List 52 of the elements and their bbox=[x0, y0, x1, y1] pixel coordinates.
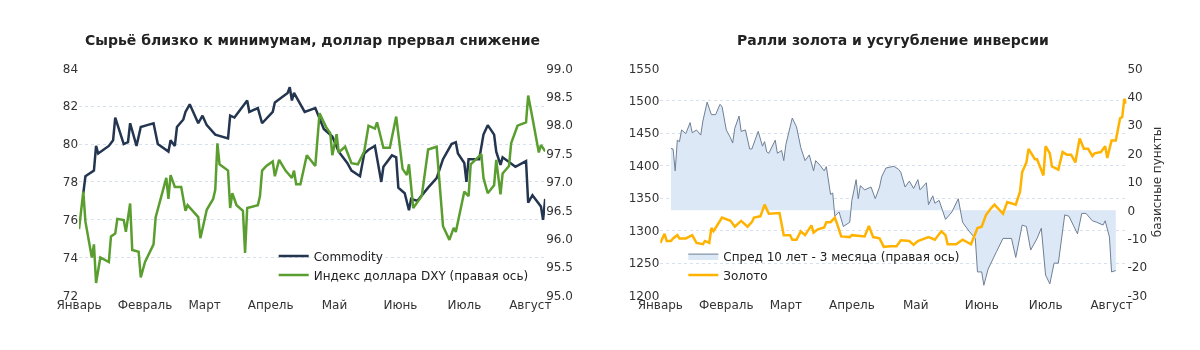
y-tick-label: 1500 bbox=[628, 94, 660, 108]
chart-title: Ралли золота и усугубление инверсии bbox=[737, 32, 1049, 48]
line-series bbox=[82, 86, 546, 222]
y2-tick-label: 96.5 bbox=[546, 203, 573, 218]
y2-tick-label: 98.5 bbox=[546, 89, 573, 104]
y-tick-label: 80 bbox=[62, 137, 79, 152]
y2-tick-label: 97.0 bbox=[546, 175, 573, 190]
x-tick-label: Май bbox=[902, 297, 929, 312]
y-tick-label: 1300 bbox=[628, 223, 660, 238]
y-tick-label: 78 bbox=[62, 175, 79, 190]
y-tick-label: 1350 bbox=[628, 191, 660, 206]
y-tick-label: 1250 bbox=[628, 256, 660, 271]
y2-tick-label: -20 bbox=[1127, 260, 1148, 275]
y2-tick-label: 95.0 bbox=[546, 288, 573, 303]
legend-label: Золото bbox=[723, 268, 768, 283]
y2-tick-label: 95.5 bbox=[546, 260, 573, 275]
y2-axis-title: базисные пункты bbox=[1149, 126, 1164, 238]
y2-tick-label: 0 bbox=[1127, 203, 1136, 218]
y-tick-label: 82 bbox=[62, 99, 79, 114]
line-series bbox=[79, 94, 546, 285]
legend-label: Спред 10 лет - 3 месяца (правая ось) bbox=[723, 249, 960, 264]
legend-label: Commodity bbox=[313, 249, 383, 264]
x-tick-label: Март bbox=[769, 297, 803, 312]
y2-tick-label: -10 bbox=[1127, 231, 1148, 246]
y2-tick-label: 50 bbox=[1127, 61, 1143, 76]
y-tick-label: 84 bbox=[62, 61, 79, 76]
x-tick-label: Июль bbox=[447, 297, 482, 312]
line-series bbox=[660, 97, 1127, 249]
x-tick-label: Июнь bbox=[383, 297, 418, 312]
x-tick-label: Апрель bbox=[828, 297, 875, 312]
x-tick-label: Март bbox=[188, 297, 221, 312]
y2-tick-label: 98.0 bbox=[546, 118, 573, 133]
y2-tick-label: 40 bbox=[1127, 89, 1143, 104]
x-tick-label: Июнь bbox=[964, 297, 999, 312]
y2-tick-label: 96.0 bbox=[546, 231, 573, 246]
y2-tick-label: 10 bbox=[1127, 175, 1143, 190]
x-tick-label: Май bbox=[321, 297, 348, 312]
y-tick-label: 1550 bbox=[628, 61, 660, 76]
x-tick-label: Апрель bbox=[247, 297, 294, 312]
y2-tick-label: 30 bbox=[1127, 118, 1143, 133]
y2-tick-label: 20 bbox=[1127, 146, 1143, 161]
legend-label: Индекс доллара DXY (правая ось) bbox=[313, 268, 529, 283]
x-tick-label: Февраль bbox=[117, 297, 173, 312]
x-tick-label: Февраль bbox=[699, 297, 754, 312]
y2-tick-label: 99.0 bbox=[546, 61, 573, 76]
y-tick-label: 74 bbox=[62, 250, 79, 265]
y-tick-label: 1450 bbox=[628, 126, 660, 141]
y-tick-label: 76 bbox=[62, 212, 79, 227]
chart-title: Сырьё близко к минимумам, доллар прервал снижение bbox=[85, 32, 540, 48]
y-tick-label: 1400 bbox=[628, 158, 660, 173]
x-tick-label: Июль bbox=[1028, 297, 1063, 312]
y2-tick-label: 97.5 bbox=[546, 146, 573, 161]
